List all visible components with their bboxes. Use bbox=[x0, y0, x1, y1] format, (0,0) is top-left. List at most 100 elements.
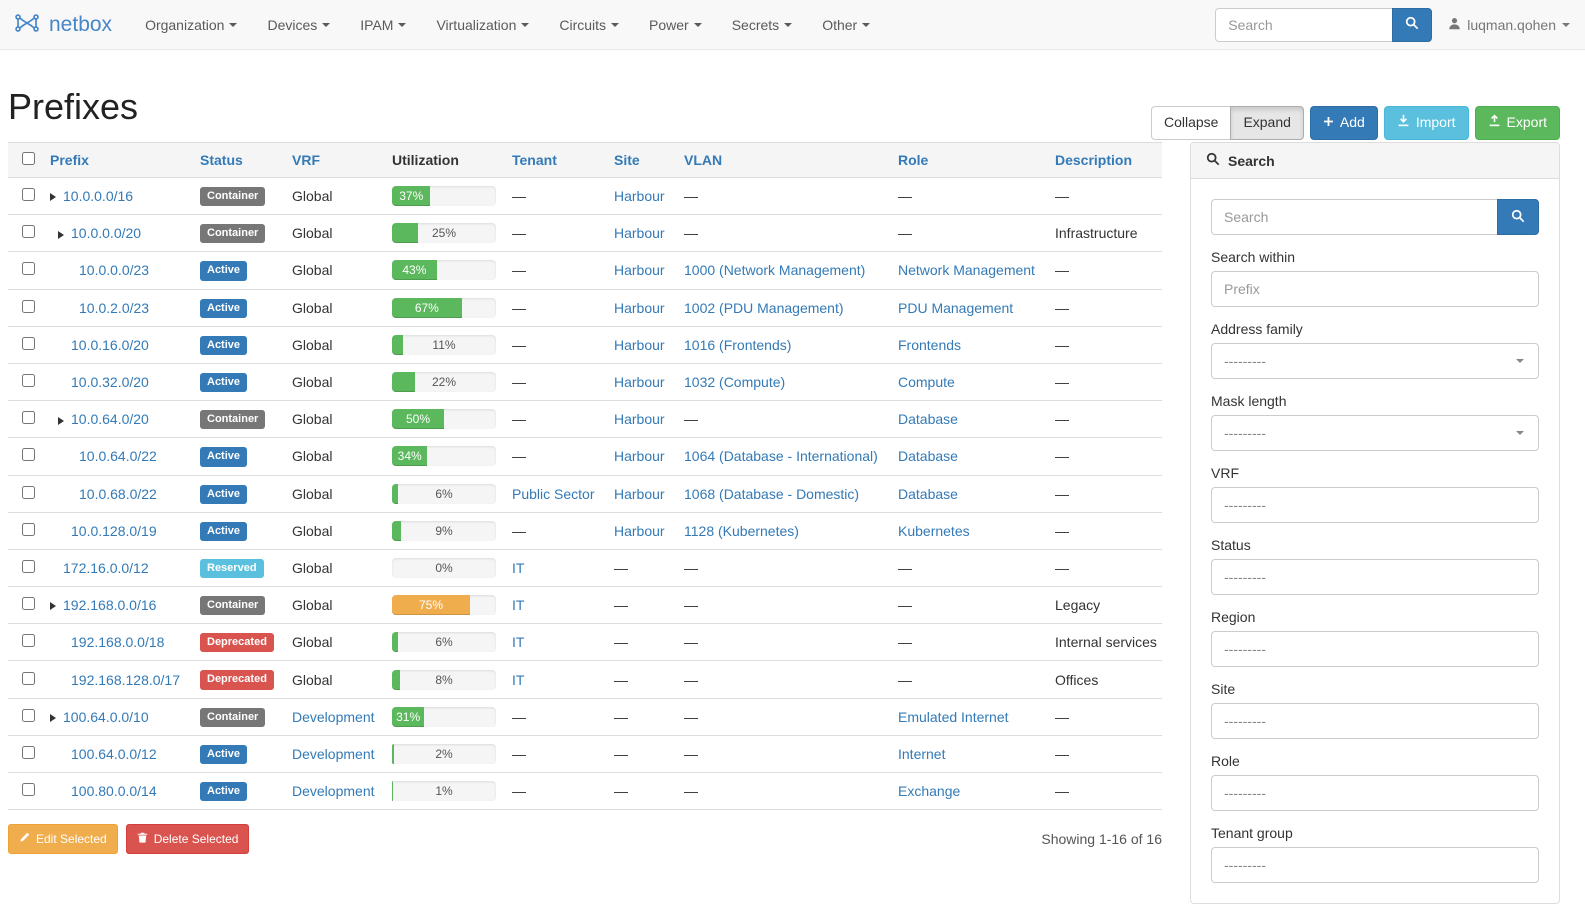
role-link[interactable]: Network Management bbox=[898, 262, 1035, 279]
tenant-link[interactable]: IT bbox=[512, 559, 525, 576]
column-header-vlan[interactable]: VLAN bbox=[676, 142, 890, 178]
role-link[interactable]: Internet bbox=[898, 745, 946, 762]
tenant-link[interactable]: IT bbox=[512, 671, 525, 688]
nav-menu-item-other[interactable]: Other bbox=[807, 0, 885, 50]
column-header-tenant[interactable]: Tenant bbox=[504, 142, 606, 178]
import-button[interactable]: Import bbox=[1383, 106, 1469, 140]
site-link[interactable]: Harbour bbox=[614, 485, 665, 502]
site-link[interactable]: Harbour bbox=[614, 411, 665, 428]
site-link[interactable]: Harbour bbox=[614, 448, 665, 465]
expand-toggle-icon[interactable] bbox=[50, 714, 56, 723]
row-checkbox[interactable] bbox=[22, 374, 35, 388]
prefix-link[interactable]: 10.0.0.0/23 bbox=[79, 262, 150, 279]
role-link[interactable]: PDU Management bbox=[898, 299, 1014, 316]
row-checkbox[interactable] bbox=[22, 225, 35, 239]
column-header-role[interactable]: Role bbox=[890, 142, 1047, 178]
prefix-link[interactable]: 10.0.64.0/20 bbox=[71, 411, 149, 428]
row-checkbox[interactable] bbox=[22, 188, 35, 202]
row-checkbox[interactable] bbox=[22, 671, 35, 685]
role-link[interactable]: Emulated Internet bbox=[898, 708, 1009, 725]
prefix-link[interactable]: 10.0.0.0/16 bbox=[63, 188, 134, 205]
tenant-link[interactable]: IT bbox=[512, 597, 525, 614]
delete-selected-button[interactable]: Delete Selected bbox=[125, 824, 250, 855]
filter-status-select[interactable]: --------- bbox=[1211, 559, 1539, 595]
prefix-link[interactable]: 192.168.0.0/18 bbox=[71, 634, 165, 651]
nav-menu-item-secrets[interactable]: Secrets bbox=[717, 0, 807, 50]
navbar-search-button[interactable] bbox=[1392, 7, 1433, 42]
site-link[interactable]: Harbour bbox=[614, 188, 665, 205]
collapse-button[interactable]: Collapse bbox=[1150, 106, 1232, 140]
prefix-link[interactable]: 10.0.32.0/20 bbox=[71, 374, 149, 391]
filter-region-select[interactable]: --------- bbox=[1211, 631, 1539, 667]
row-checkbox[interactable] bbox=[22, 745, 35, 759]
filter-role-select[interactable]: --------- bbox=[1211, 775, 1539, 811]
row-checkbox[interactable] bbox=[22, 411, 35, 425]
nav-menu-item-organization[interactable]: Organization bbox=[130, 0, 252, 50]
brand[interactable]: netbox bbox=[12, 8, 112, 41]
nav-menu-item-power[interactable]: Power bbox=[634, 0, 717, 50]
filter-search-button[interactable] bbox=[1497, 199, 1539, 235]
filter-search-within-input[interactable] bbox=[1211, 271, 1539, 307]
row-checkbox[interactable] bbox=[22, 783, 35, 797]
site-link[interactable]: Harbour bbox=[614, 299, 665, 316]
vlan-link[interactable]: 1064 (Database - International) bbox=[684, 448, 878, 465]
site-link[interactable]: Harbour bbox=[614, 225, 665, 242]
vlan-link[interactable]: 1128 (Kubernetes) bbox=[684, 522, 799, 539]
nav-menu-item-ipam[interactable]: IPAM bbox=[345, 0, 421, 50]
prefix-link[interactable]: 172.16.0.0/12 bbox=[63, 559, 149, 576]
vlan-link[interactable]: 1032 (Compute) bbox=[684, 374, 786, 391]
expand-toggle-icon[interactable] bbox=[50, 193, 56, 202]
export-button[interactable]: Export bbox=[1474, 106, 1560, 140]
row-checkbox[interactable] bbox=[22, 262, 35, 276]
filter-mask-length-select[interactable]: --------- bbox=[1211, 415, 1539, 451]
filter-site-select[interactable]: --------- bbox=[1211, 703, 1539, 739]
nav-menu-item-circuits[interactable]: Circuits bbox=[544, 0, 634, 50]
column-header-vrf[interactable]: VRF bbox=[284, 142, 384, 178]
vrf-link[interactable]: Development bbox=[292, 745, 375, 762]
role-link[interactable]: Kubernetes bbox=[898, 522, 970, 539]
filter-vrf-select[interactable]: --------- bbox=[1211, 487, 1539, 523]
prefix-link[interactable]: 100.80.0.0/14 bbox=[71, 783, 157, 800]
column-header-site[interactable]: Site bbox=[606, 142, 676, 178]
vrf-link[interactable]: Development bbox=[292, 708, 375, 725]
role-link[interactable]: Compute bbox=[898, 374, 955, 391]
prefix-link[interactable]: 192.168.0.0/16 bbox=[63, 597, 157, 614]
role-link[interactable]: Frontends bbox=[898, 336, 962, 353]
prefix-link[interactable]: 192.168.128.0/17 bbox=[71, 671, 180, 688]
filter-search-input[interactable] bbox=[1211, 199, 1498, 235]
tenant-link[interactable]: IT bbox=[512, 634, 525, 651]
prefix-link[interactable]: 100.64.0.0/12 bbox=[71, 745, 157, 762]
vlan-link[interactable]: 1016 (Frontends) bbox=[684, 336, 792, 353]
vlan-link[interactable]: 1000 (Network Management) bbox=[684, 262, 866, 279]
add-button[interactable]: Add bbox=[1309, 106, 1378, 140]
role-link[interactable]: Exchange bbox=[898, 783, 961, 800]
row-checkbox[interactable] bbox=[22, 559, 35, 573]
site-link[interactable]: Harbour bbox=[614, 522, 665, 539]
row-checkbox[interactable] bbox=[22, 448, 35, 462]
row-checkbox[interactable] bbox=[22, 597, 35, 611]
select-all-checkbox[interactable] bbox=[22, 152, 35, 165]
row-checkbox[interactable] bbox=[22, 336, 35, 350]
prefix-link[interactable]: 100.64.0.0/10 bbox=[63, 708, 149, 725]
filter-tenant-group-select[interactable]: --------- bbox=[1211, 847, 1539, 883]
navbar-search-input[interactable] bbox=[1215, 7, 1394, 42]
vlan-link[interactable]: 1002 (PDU Management) bbox=[684, 299, 844, 316]
expand-toggle-icon[interactable] bbox=[58, 230, 64, 239]
nav-menu-item-virtualization[interactable]: Virtualization bbox=[421, 0, 544, 50]
expand-toggle-icon[interactable] bbox=[50, 602, 56, 611]
column-header-prefix[interactable]: Prefix bbox=[42, 142, 192, 178]
prefix-link[interactable]: 10.0.2.0/23 bbox=[79, 299, 150, 316]
prefix-link[interactable]: 10.0.68.0/22 bbox=[79, 485, 157, 502]
prefix-link[interactable]: 10.0.128.0/19 bbox=[71, 522, 157, 539]
filter-address-family-select[interactable]: --------- bbox=[1211, 343, 1539, 379]
row-checkbox[interactable] bbox=[22, 485, 35, 499]
role-link[interactable]: Database bbox=[898, 448, 958, 465]
row-checkbox[interactable] bbox=[22, 299, 35, 313]
role-link[interactable]: Database bbox=[898, 411, 958, 428]
prefix-link[interactable]: 10.0.16.0/20 bbox=[71, 336, 149, 353]
site-link[interactable]: Harbour bbox=[614, 374, 665, 391]
site-link[interactable]: Harbour bbox=[614, 262, 665, 279]
row-checkbox[interactable] bbox=[22, 708, 35, 722]
nav-menu-item-devices[interactable]: Devices bbox=[252, 0, 345, 50]
row-checkbox[interactable] bbox=[22, 634, 35, 648]
